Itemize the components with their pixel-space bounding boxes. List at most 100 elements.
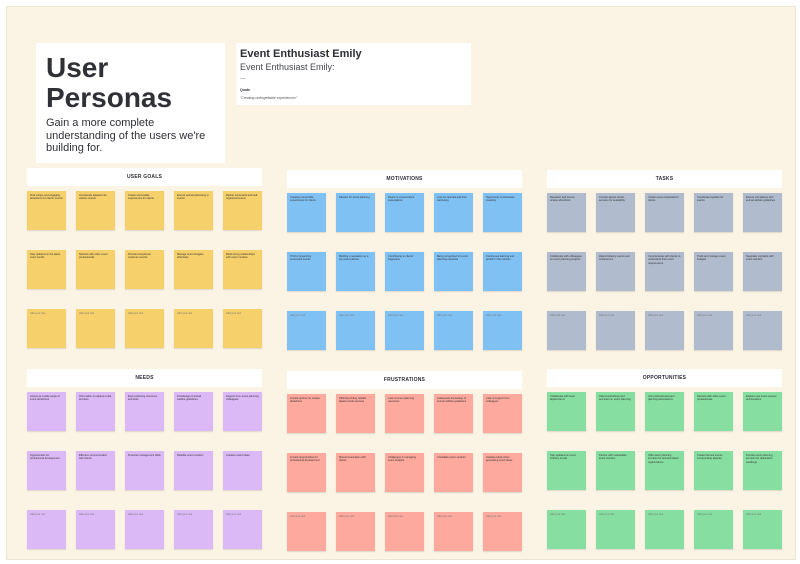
sticky-note-placeholder[interactable]: Add your text xyxy=(223,510,262,549)
sticky-note-placeholder[interactable]: Add your text xyxy=(694,510,733,549)
sticky-note-placeholder[interactable]: Add your text xyxy=(483,311,522,350)
sticky-note[interactable]: Network with other event professionals xyxy=(694,392,733,431)
sticky-note-placeholder[interactable]: Add your text xyxy=(125,309,164,348)
quote-label: Quote xyxy=(240,88,251,92)
sticky-note-placeholder[interactable]: Add your text xyxy=(336,311,375,350)
sticky-note[interactable]: Track and manage event budgets xyxy=(694,252,733,291)
sticky-note[interactable]: Continuous learning and growth in the in… xyxy=(483,252,522,291)
sticky-note[interactable]: Ensure compliance with animal welfare gu… xyxy=(743,193,782,232)
sticky-note[interactable]: Unreliable event vendors xyxy=(434,453,473,492)
sticky-note-placeholder[interactable]: Add your text xyxy=(174,309,213,348)
sticky-note[interactable]: Lack of event planning resources xyxy=(385,394,424,433)
sticky-note-placeholder[interactable]: Add your text xyxy=(287,512,326,551)
sticky-note-placeholder[interactable]: Add your text xyxy=(76,510,115,549)
sticky-note-placeholder[interactable]: Add your text xyxy=(596,311,635,350)
sticky-note[interactable]: Attend workshops and seminars on event p… xyxy=(596,392,635,431)
sticky-note[interactable]: Creating memorable experiences for clien… xyxy=(287,193,326,232)
sticky-note[interactable]: Contact alpaca rental services for avail… xyxy=(596,193,635,232)
sticky-note[interactable]: Difficulty finding reliable alpaca renta… xyxy=(336,394,375,433)
section-title: USER GOALS xyxy=(27,168,262,186)
sticky-note[interactable]: Explore new event venues and locations xyxy=(743,392,782,431)
sticky-note[interactable]: Building a reputation as a top event pla… xyxy=(336,252,375,291)
sticky-note[interactable]: Knowledge of animal welfare guidelines xyxy=(174,392,213,431)
sticky-note[interactable]: Creative event ideas xyxy=(223,451,262,490)
sticky-note-placeholder[interactable]: Add your text xyxy=(385,512,424,551)
persona-dots: ... xyxy=(240,74,246,81)
sticky-note[interactable]: Incorporate alpacas into various events xyxy=(76,191,115,230)
sticky-note-placeholder[interactable]: Add your text xyxy=(223,309,262,348)
sticky-note[interactable]: Partner with sustainable event vendors xyxy=(596,451,635,490)
section-needs: NEEDS Access to a wide range of event att… xyxy=(27,369,262,549)
sticky-note[interactable]: Thrill of organizing successful events xyxy=(287,252,326,291)
sticky-note-placeholder[interactable]: Add your text xyxy=(27,309,66,348)
sticky-note[interactable]: Research and source unique attractions xyxy=(547,193,586,232)
sticky-note-placeholder[interactable]: Add your text xyxy=(434,311,473,350)
sticky-note[interactable]: Creative block when generating event ide… xyxy=(483,453,522,492)
sticky-note[interactable]: Support from event planning colleagues xyxy=(223,392,262,431)
sticky-note[interactable]: Reliable event vendors xyxy=(174,451,213,490)
sticky-note[interactable]: Being recognized for event planning expe… xyxy=(434,252,473,291)
sticky-note[interactable]: Collaborate with local alpaca farms xyxy=(547,392,586,431)
sticky-note[interactable]: Deliver successful and well-organized ev… xyxy=(223,191,262,230)
persona-name: Event Enthusiast Emily xyxy=(240,48,362,60)
sticky-note-placeholder[interactable]: Add your text xyxy=(483,512,522,551)
sticky-note[interactable]: Ensure animal well-being in events xyxy=(174,191,213,230)
sticky-note-placeholder[interactable]: Add your text xyxy=(336,512,375,551)
sticky-note-placeholder[interactable]: Add your text xyxy=(743,311,782,350)
sticky-note-placeholder[interactable]: Add your text xyxy=(547,510,586,549)
sticky-note[interactable]: Inadequate knowledge of animal welfare g… xyxy=(434,394,473,433)
sticky-note[interactable]: Limited options for unique attractions xyxy=(287,394,326,433)
sticky-note-placeholder[interactable]: Add your text xyxy=(385,311,424,350)
sticky-note-placeholder[interactable]: Add your text xyxy=(434,512,473,551)
sticky-note[interactable]: Coordinate logistics for events xyxy=(694,193,733,232)
sticky-note-placeholder[interactable]: Add your text xyxy=(174,510,213,549)
sticky-note[interactable]: Provide exceptional customer service xyxy=(125,250,164,289)
sticky-note-placeholder[interactable]: Add your text xyxy=(287,311,326,350)
sticky-note[interactable]: Lack of support from colleagues xyxy=(483,394,522,433)
sticky-note[interactable]: Network with other event professionals xyxy=(76,250,115,289)
sticky-note[interactable]: Financial management skills xyxy=(125,451,164,490)
sticky-note[interactable]: Miscommunication with clients xyxy=(336,453,375,492)
sticky-note-placeholder[interactable]: Add your text xyxy=(645,311,684,350)
sticky-note[interactable]: Join professional event planning associa… xyxy=(645,392,684,431)
sticky-note-placeholder[interactable]: Add your text xyxy=(743,510,782,549)
sticky-note[interactable]: Create event proposals for clients xyxy=(645,193,684,232)
section-motivations: MOTIVATIONS Creating memorable experience… xyxy=(287,170,522,350)
sticky-note[interactable]: Manage event budgets effectively xyxy=(174,250,213,289)
sticky-note-placeholder[interactable]: Add your text xyxy=(547,311,586,350)
sticky-note[interactable]: Offer event planning services for animal… xyxy=(645,451,684,490)
sticky-note[interactable]: Challenges in managing event budgets xyxy=(385,453,424,492)
sticky-note[interactable]: Find unique and engaging attractions for… xyxy=(27,191,66,230)
sticky-note[interactable]: Stay updated on event industry trends xyxy=(547,451,586,490)
section-title: FRUSTRATIONS xyxy=(287,371,522,389)
sticky-note[interactable]: Collaborate with colleagues on event pla… xyxy=(547,252,586,291)
sticky-note-placeholder[interactable]: Add your text xyxy=(125,510,164,549)
sticky-note-placeholder[interactable]: Add your text xyxy=(694,311,733,350)
sticky-note[interactable]: Information on alpaca rental services xyxy=(76,392,115,431)
sticky-note[interactable]: Negotiate contracts with event vendors xyxy=(743,252,782,291)
sticky-note[interactable]: Passion for event planning xyxy=(336,193,375,232)
sticky-note[interactable]: Desire to exceed client expectations xyxy=(385,193,424,232)
sticky-note-placeholder[interactable]: Add your text xyxy=(645,510,684,549)
sticky-note-placeholder[interactable]: Add your text xyxy=(27,510,66,549)
sticky-note-placeholder[interactable]: Add your text xyxy=(596,510,635,549)
section-tasks: TASKS Research and source unique attracti… xyxy=(547,170,782,350)
sticky-note[interactable]: Limited opportunities for professional d… xyxy=(287,453,326,492)
sticky-note[interactable]: Contributing to clients' happiness xyxy=(385,252,424,291)
sticky-note[interactable]: Communicate with clients to understand t… xyxy=(645,252,684,291)
sticky-note[interactable]: Opportunities for professional developme… xyxy=(27,451,66,490)
sticky-note[interactable]: Create memorable experiences for clients xyxy=(125,191,164,230)
sticky-note[interactable]: Opportunity to showcase creativity xyxy=(483,193,522,232)
sticky-note[interactable]: Attend industry events and conferences xyxy=(596,252,635,291)
sticky-grid: Research and source unique attractions Co… xyxy=(547,193,782,350)
sticky-note[interactable]: Provide event planning services for dest… xyxy=(743,451,782,490)
sticky-note[interactable]: Effective communication with clients xyxy=(76,451,115,490)
sticky-note[interactable]: Event planning resources and tools xyxy=(125,392,164,431)
sticky-note[interactable]: Stay updated on the latest event trends xyxy=(27,250,66,289)
sticky-note[interactable]: Create themed events incorporating alpac… xyxy=(694,451,733,490)
page-subtitle: Gain a more complete understanding of th… xyxy=(46,117,206,154)
sticky-note[interactable]: Access to a wide range of event attracti… xyxy=(27,392,66,431)
sticky-note[interactable]: Love for animals and their well-being xyxy=(434,193,473,232)
sticky-note-placeholder[interactable]: Add your text xyxy=(76,309,115,348)
sticky-note[interactable]: Build strong relationships with event ve… xyxy=(223,250,262,289)
